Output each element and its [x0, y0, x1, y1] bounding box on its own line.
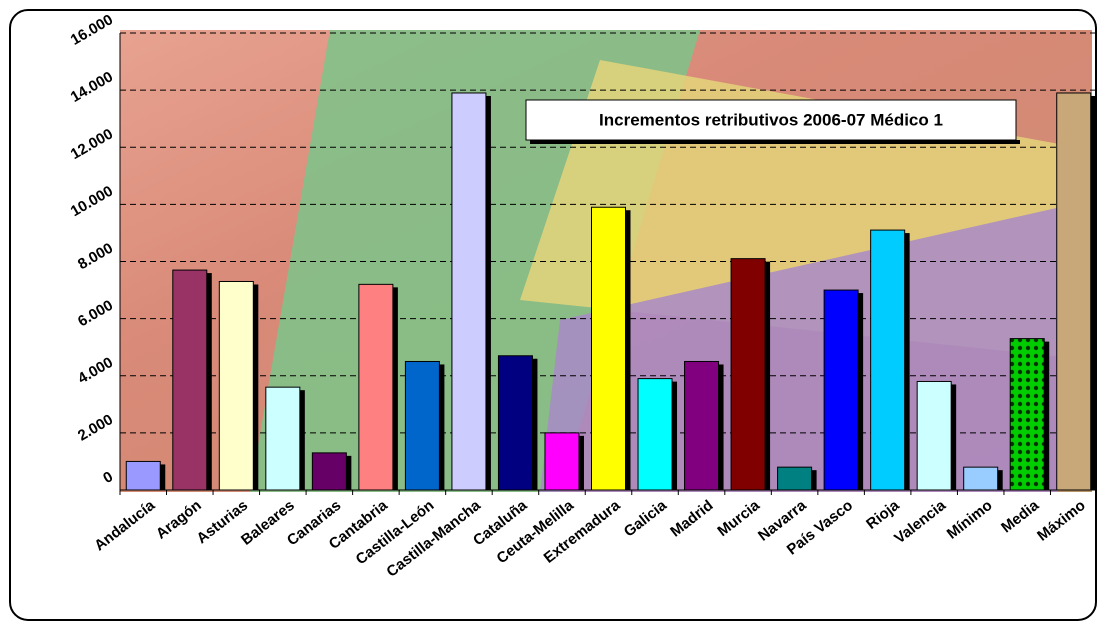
bar: [731, 259, 765, 490]
bar: [219, 281, 253, 490]
bar: [498, 356, 532, 490]
bar: [871, 230, 905, 490]
bar: [359, 284, 393, 490]
bar: [964, 467, 998, 490]
bar: [824, 290, 858, 490]
bar: [312, 453, 346, 490]
bar: [778, 467, 812, 490]
bar: [405, 361, 439, 490]
bar: [917, 381, 951, 490]
bar: [173, 270, 207, 490]
bar: [685, 361, 719, 490]
chart: Incrementos retributivos 2006-07 Médico …: [0, 0, 1106, 628]
bar: [1057, 93, 1091, 490]
bar: [452, 93, 486, 490]
bar: [638, 379, 672, 490]
bar: [266, 387, 300, 490]
bar: [592, 207, 626, 490]
bar: [545, 433, 579, 490]
bar: [126, 461, 160, 490]
bar: [1010, 339, 1044, 490]
title-shadow: [530, 140, 1020, 144]
chart-title: Incrementos retributivos 2006-07 Médico …: [599, 110, 943, 129]
